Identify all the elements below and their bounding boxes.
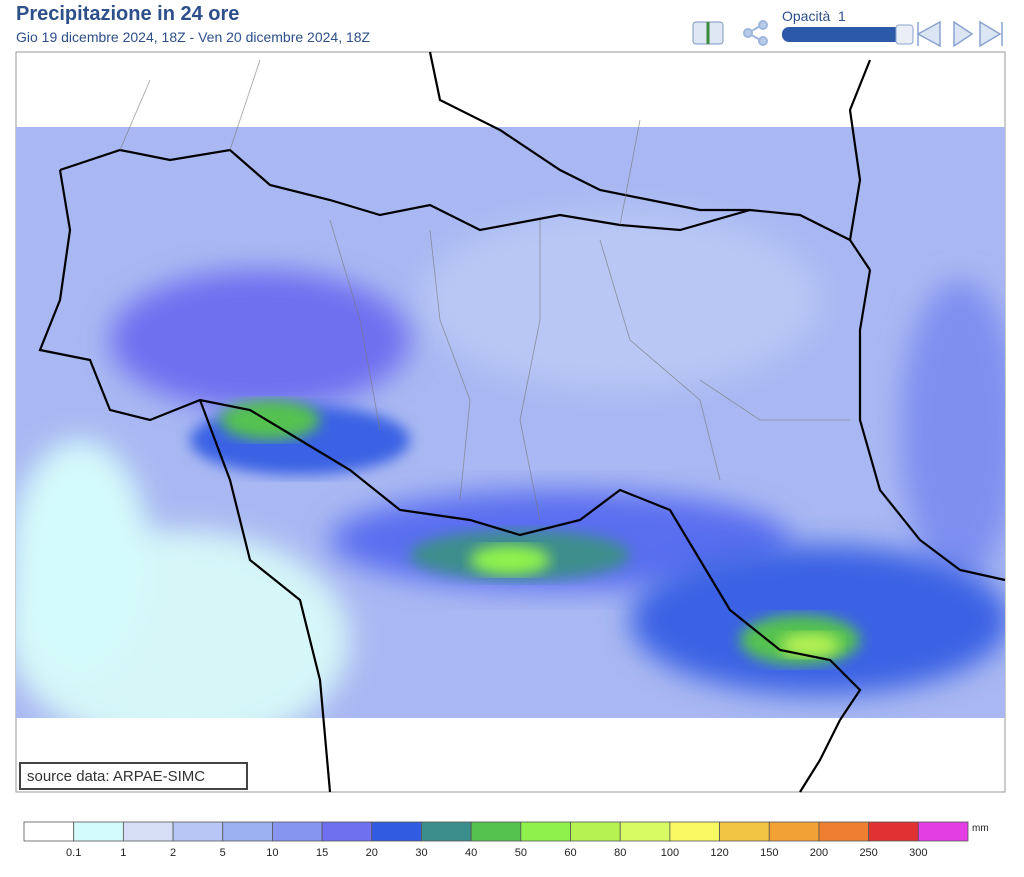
province-borders bbox=[119, 59, 850, 521]
legend-label: 30 bbox=[415, 847, 427, 859]
legend-label: 0.1 bbox=[66, 847, 81, 859]
legend-swatch bbox=[917, 821, 969, 842]
legend-swatch bbox=[371, 821, 422, 842]
legend-swatch bbox=[669, 821, 720, 842]
legend-swatch bbox=[23, 821, 75, 842]
legend-swatch bbox=[122, 821, 174, 842]
legend-swatch bbox=[570, 821, 621, 842]
legend-swatch bbox=[172, 821, 224, 842]
legend-label: 1 bbox=[120, 847, 126, 859]
slider-handle[interactable] bbox=[895, 24, 914, 45]
legend-unit: mm bbox=[972, 823, 989, 834]
opacity-text: Opacità bbox=[782, 8, 831, 24]
legend-swatch bbox=[73, 821, 124, 842]
legend-label: 50 bbox=[515, 847, 527, 859]
legend-label: 5 bbox=[220, 847, 226, 859]
legend-swatch bbox=[421, 821, 472, 842]
legend-label: 120 bbox=[710, 847, 728, 859]
legend: 0.1 1 2 5 10 15 20 30 40 50 60 80 100 120 150 200 250 300… bbox=[23, 821, 989, 859]
precip-overlay bbox=[16, 127, 1005, 718]
legend-label: 200 bbox=[810, 847, 828, 859]
legend-swatch bbox=[619, 821, 671, 842]
opacity-value: 1 bbox=[838, 8, 846, 24]
legend-swatch bbox=[222, 821, 273, 842]
legend-swatch bbox=[321, 821, 373, 842]
legend-label: 20 bbox=[366, 847, 378, 859]
borders bbox=[38, 51, 1006, 793]
legend-swatch bbox=[272, 821, 323, 842]
opacity-slider[interactable] bbox=[782, 27, 912, 42]
opacity-label: Opacità 1 bbox=[782, 8, 846, 24]
legend-label: 40 bbox=[465, 847, 477, 859]
legend-swatch bbox=[768, 821, 820, 842]
legend-swatch bbox=[470, 821, 522, 842]
source-text: source data: ARPAE-SIMC bbox=[27, 768, 205, 785]
map: source data: ARPAE-SIMC bbox=[15, 51, 1006, 793]
legend-swatch bbox=[868, 821, 919, 842]
legend-swatch bbox=[520, 821, 571, 842]
legend-swatch bbox=[719, 821, 770, 842]
legend-label: 15 bbox=[316, 847, 328, 859]
legend-swatch bbox=[818, 821, 870, 842]
first-button[interactable] bbox=[916, 20, 941, 48]
last-button[interactable] bbox=[979, 20, 1003, 48]
legend-label: 300 bbox=[909, 847, 927, 859]
legend-label: 10 bbox=[266, 847, 278, 859]
share-button[interactable] bbox=[743, 20, 768, 46]
legend-label: 250 bbox=[859, 847, 877, 859]
subtitle: Gio 19 dicembre 2024, 18Z - Ven 20 dicem… bbox=[16, 29, 371, 45]
toolbar bbox=[692, 20, 1003, 48]
title: Precipitazione in 24 ore bbox=[16, 3, 240, 25]
legend-label: 150 bbox=[760, 847, 778, 859]
legend-label: 2 bbox=[170, 847, 176, 859]
source-box bbox=[19, 762, 248, 790]
legend-label: 100 bbox=[661, 847, 679, 859]
legend-label: 60 bbox=[564, 847, 576, 859]
next-button[interactable] bbox=[953, 20, 974, 48]
legend-label: 80 bbox=[614, 847, 626, 859]
